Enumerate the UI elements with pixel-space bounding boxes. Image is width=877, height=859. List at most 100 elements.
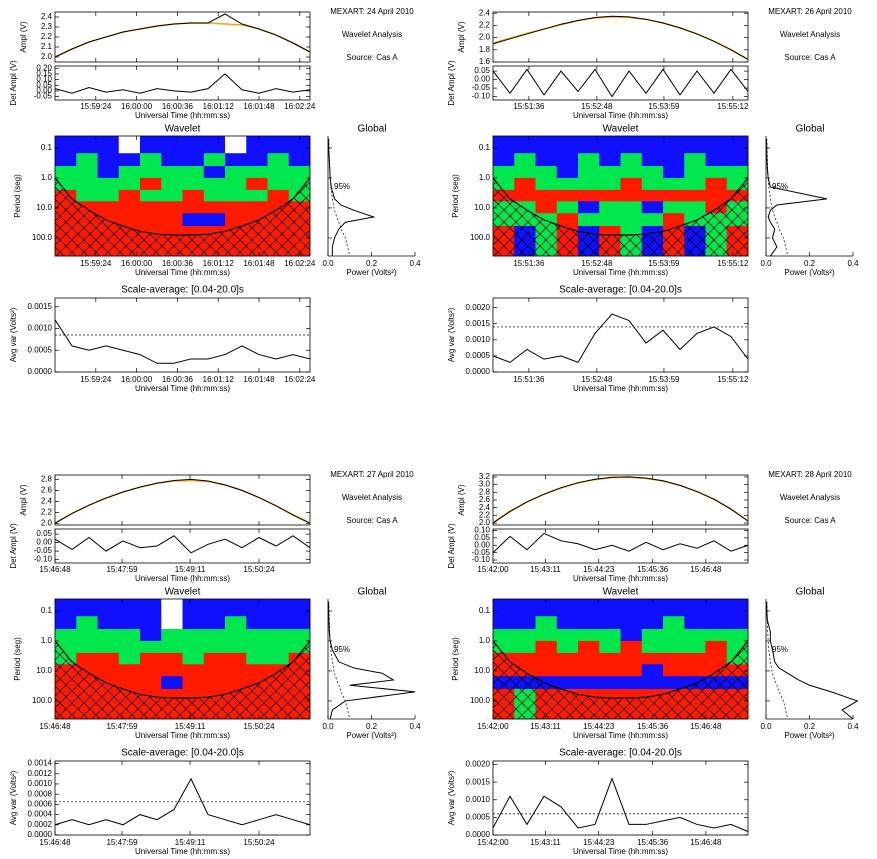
wavelet-cell [705,652,728,665]
wavelet-cell [288,599,311,617]
wavelet-cell [118,676,141,690]
wavelet-cell [182,629,205,642]
plot-frame [492,135,749,257]
wavelet-cell [663,136,685,154]
x-tick-label: 16:00:00 [121,259,153,268]
wavelet-cell [55,153,77,167]
x-tick-label: 15:46:48 [690,565,722,574]
wavelet-cell [203,640,226,654]
wavelet-cell [140,629,162,642]
y-axis-label: Ampl (V) [457,484,466,515]
x-tick-label: 0.0 [760,259,772,268]
wavelet-cell [641,201,664,214]
y-tick-label: 2.0 [41,518,53,527]
wavelet-cell [118,640,141,654]
wavelet-cell [140,664,162,677]
wavelet-cell [161,676,183,690]
header-text: Source: Cas A [784,516,836,525]
y-tick-label: 0.1 [41,143,53,152]
wavelet-cell [76,166,98,179]
y-tick-label: 0.0015 [466,777,491,786]
x-tick-label: 15:42:00 [477,838,509,847]
x-tick-label: 15:52:48 [581,259,613,268]
wavelet-cell [620,664,643,677]
x-axis-label: Universal Time (hh:mm:ss) [135,384,230,393]
x-tick-label: 16:01:12 [203,102,235,111]
x-tick-label: 15:50:24 [243,838,275,847]
wavelet-cell [620,640,643,654]
wavelet-cell [535,640,558,654]
wavelet-cell [246,189,268,202]
plot-frame [54,760,311,836]
y-tick-label: 0.0020 [466,760,491,769]
x-axis-label: Power (Volts²) [784,268,835,277]
y-tick-label: 2.6 [479,495,491,504]
wavelet-cell [76,652,98,665]
y-tick-label: 0.0000 [466,830,491,839]
y-tick-label: 3.2 [479,472,491,481]
y-tick-label: 0.0000 [466,367,491,376]
significance-label: 95% [334,182,350,191]
cone-of-influence [492,177,749,236]
y-tick-label: 0.0008 [28,789,53,798]
wavelet-cell [556,599,579,617]
wavelet-cell [246,599,268,617]
wavelet-cell [161,166,183,179]
x-axis-label: Universal Time (hh:mm:ss) [573,847,668,856]
wavelet-cell [118,213,141,227]
wavelet-cell [663,166,685,179]
wavelet-cell [578,166,600,179]
amplitude-line [54,479,311,524]
wavelet-cell [514,177,536,191]
x-tick-label: 15:55:12 [717,375,749,384]
amplitude-line [54,13,311,58]
wavelet-cell [535,153,558,167]
cone-of-influence [492,640,749,699]
amplitude-line [492,15,749,60]
wavelet-cell [684,153,706,167]
x-tick-label: 15:43:11 [530,838,561,847]
plot-frame [492,760,749,836]
x-tick-label: 16:00:36 [162,259,194,268]
wavelet-cell [203,213,226,227]
global-power [765,138,828,257]
detrended-line [54,535,311,554]
header-text: Source: Cas A [346,516,398,525]
wavelet-cell [726,136,749,154]
wavelet-cell [288,153,311,167]
wavelet-title: Wavelet [603,124,639,135]
wavelet-cell [641,599,664,617]
y-tick-label: 0.0010 [466,335,491,344]
x-tick-label: 15:46:48 [690,722,722,731]
wavelet-cell [620,166,643,179]
wavelet-cell [641,189,664,202]
wavelet-cell [620,177,643,191]
wavelet-cell [140,616,162,630]
wavelet-cell [246,664,268,677]
wavelet-cell [203,189,226,202]
wavelet-cell [663,629,685,642]
wavelet-cell [76,599,98,617]
wavelet-cell [97,599,120,617]
x-tick-label: 15:59:24 [80,259,112,268]
y-tick-label: 10.0 [474,203,490,212]
y-axis-label: Det Ampl (V) [447,523,456,569]
wavelet-cell [599,136,621,154]
scale-average-line [54,777,311,826]
x-tick-label: 15:51:36 [513,259,545,268]
wavelet-cell [97,616,120,630]
wavelet-cell [493,599,515,617]
wavelet-panel: MEXART: 28 April 2010 Wavelet Analysis Sou… [447,470,859,856]
y-tick-label: 2.8 [41,475,53,484]
wavelet-cell [76,640,98,654]
wavelet-cell [620,213,643,227]
y-tick-label: 0.0004 [28,810,53,819]
wavelet-cell [535,664,558,677]
header-text: MEXART: 27 April 2010 [330,470,414,479]
wavelet-cell [599,189,621,202]
wavelet-cell [705,629,728,642]
y-tick-label: 0.20 [36,63,52,72]
wavelet-cell [684,201,706,214]
y-tick-label: 100.0 [470,696,491,705]
wavelet-cell [161,616,183,630]
